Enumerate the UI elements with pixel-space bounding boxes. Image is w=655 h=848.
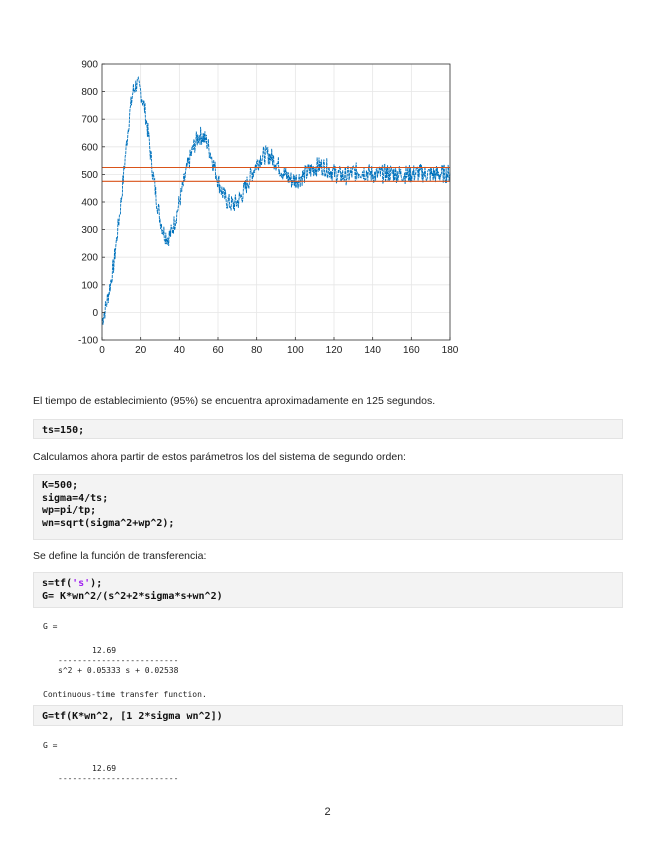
- output-numerator: 12.69: [92, 646, 117, 655]
- output-fraction-bar: -------------------------: [58, 656, 179, 665]
- settling-time-paragraph: El tiempo de establecimiento (95%) se en…: [33, 395, 436, 407]
- x-tick-label: 60: [212, 345, 224, 356]
- x-tick-label: 140: [364, 345, 381, 356]
- output-note: Continuous-time transfer function.: [43, 690, 207, 699]
- step-response-chart: 0 20 40 60 80 100 120 140 160 180 900 800 700 600 500 4…: [78, 60, 459, 357]
- response-series-line: [101, 75, 451, 325]
- x-tick-label: 80: [251, 345, 263, 356]
- code-block-params: K=500; sigma=4/ts; wp=pi/tp; wn=sqrt(sig…: [33, 474, 623, 540]
- output-label: G =: [43, 622, 58, 631]
- x-tick-label: 160: [403, 345, 420, 356]
- code-text: G= K*wn^2/(s^2+2*sigma*s+wn^2): [42, 590, 223, 602]
- code-string-literal: 's': [72, 578, 91, 589]
- y-tick-label: 500: [81, 170, 98, 181]
- output-fraction-bar: -------------------------: [58, 774, 179, 783]
- output-denominator: s^2 + 0.05333 s + 0.02538: [58, 666, 179, 675]
- y-tick-label: 100: [81, 280, 98, 291]
- output-label: G =: [43, 741, 58, 750]
- y-tick-label: -100: [78, 336, 98, 347]
- chart-ticks: 0 20 40 60 80 100 120 140 160 180 900 800 700 600 500 4…: [78, 60, 459, 357]
- transfer-function-paragraph: Se define la función de transferencia:: [33, 550, 207, 562]
- y-tick-label: 900: [81, 60, 98, 71]
- y-tick-label: 800: [81, 87, 98, 98]
- calculation-paragraph: Calculamos ahora partir de estos parámet…: [33, 451, 406, 463]
- page-number: 2: [324, 806, 331, 818]
- code-block-tf: s=tf('s'); G= K*wn^2/(s^2+2*sigma*s+wn^2…: [33, 572, 623, 608]
- y-tick-label: 300: [81, 225, 98, 236]
- x-tick-label: 100: [287, 345, 304, 356]
- code-text: );: [90, 578, 103, 589]
- output-numerator: 12.69: [92, 764, 117, 773]
- x-tick-label: 40: [174, 345, 186, 356]
- code-block-ts: ts=150;: [33, 419, 623, 439]
- chart-series: [101, 75, 451, 325]
- y-tick-label: 700: [81, 115, 98, 126]
- y-tick-label: 200: [81, 253, 98, 264]
- x-tick-label: 0: [99, 345, 105, 356]
- x-tick-label: 180: [442, 345, 459, 356]
- x-tick-label: 20: [135, 345, 147, 356]
- code-text: s=tf(: [42, 578, 73, 589]
- code-block-tf2: G=tf(K*wn^2, [1 2*sigma wn^2]): [33, 705, 623, 726]
- y-tick-label: 0: [92, 308, 98, 319]
- y-tick-label: 400: [81, 198, 98, 209]
- chart-grid: [101, 63, 451, 341]
- y-tick-label: 600: [81, 142, 98, 153]
- x-tick-label: 120: [326, 345, 343, 356]
